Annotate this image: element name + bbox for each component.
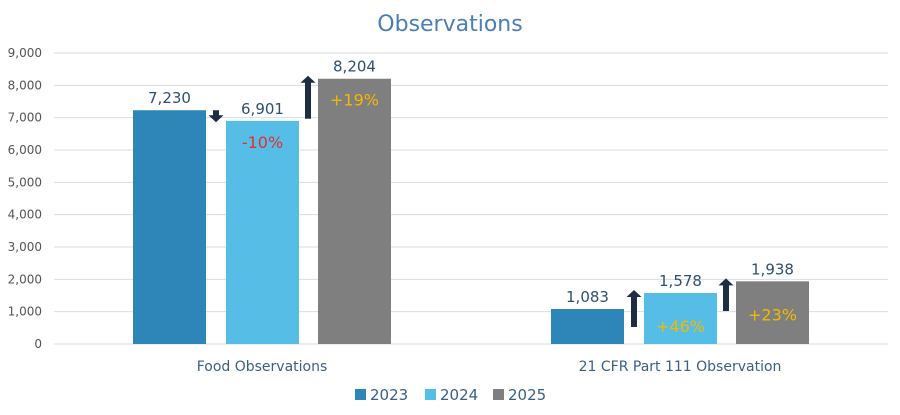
legend-label: 2023 xyxy=(370,386,408,404)
bar-2023-cfr-part-111 xyxy=(551,308,624,344)
x-axis-categories: Food Observations 21 CFR Part 111 Observa… xyxy=(197,359,782,375)
bar-2024-cfr-part-111 xyxy=(644,292,717,344)
legend-swatch xyxy=(425,389,436,400)
y-tick-label: 3,000 xyxy=(8,240,42,254)
legend-swatch xyxy=(493,389,504,400)
change-annotations: -10% +19% +46% +23% xyxy=(208,75,797,336)
data-labels: 7,230 1,083 6,901 1,578 8,204 1,938 xyxy=(148,58,794,306)
chart-title: Observations xyxy=(377,12,522,37)
change-percent-label: +19% xyxy=(330,91,379,110)
bar-value-label: 6,901 xyxy=(241,100,284,118)
y-tick-label: 4,000 xyxy=(8,208,42,222)
arrow-up-icon xyxy=(718,278,734,311)
bar-value-label: 1,083 xyxy=(566,288,609,306)
bar-value-label: 8,204 xyxy=(333,58,376,76)
y-tick-label: 5,000 xyxy=(8,175,42,189)
y-tick-label: 0 xyxy=(34,337,42,351)
bars xyxy=(133,78,809,344)
arrow-up-icon xyxy=(626,289,642,327)
x-category-label: 21 CFR Part 111 Observation xyxy=(579,359,782,375)
change-percent-label: +23% xyxy=(748,305,797,324)
arrow-down-icon xyxy=(208,110,224,123)
bar-value-label: 1,938 xyxy=(751,260,794,278)
y-tick-label: 8,000 xyxy=(8,78,42,92)
x-category-label: Food Observations xyxy=(197,359,328,375)
legend-swatch xyxy=(355,389,366,400)
change-percent-label: +46% xyxy=(656,317,705,336)
bar-value-label: 1,578 xyxy=(659,272,702,290)
legend-label: 2025 xyxy=(508,386,546,404)
bar-value-label: 7,230 xyxy=(148,89,191,107)
change-percent-label: -10% xyxy=(242,133,283,152)
legend-label: 2024 xyxy=(440,386,478,404)
bar-2023-food xyxy=(133,110,206,344)
legend: 2023 2024 2025 xyxy=(355,386,546,404)
y-tick-label: 7,000 xyxy=(8,111,42,125)
bar-2025-cfr-part-111 xyxy=(736,281,809,344)
y-tick-label: 1,000 xyxy=(8,305,42,319)
y-axis-ticks: 0 1,000 2,000 3,000 4,000 5,000 6,000 7,000 8,00… xyxy=(8,46,42,351)
bar-2024-food xyxy=(226,120,299,344)
y-tick-label: 2,000 xyxy=(8,272,42,286)
bar-2025-food xyxy=(318,78,391,344)
y-tick-label: 9,000 xyxy=(8,46,42,60)
arrow-up-icon xyxy=(300,75,316,119)
y-tick-label: 6,000 xyxy=(8,143,42,157)
